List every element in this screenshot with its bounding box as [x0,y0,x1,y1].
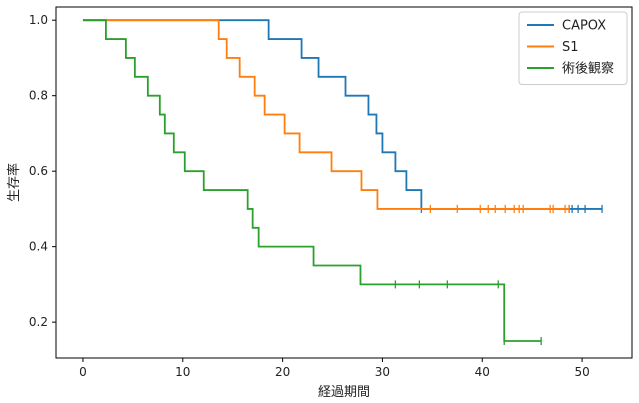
legend-label: CAPOX [562,19,606,34]
survival-curve-line [82,19,603,210]
y-tick-label: 0.6 [29,164,48,178]
x-tick-label: 10 [175,365,190,379]
legend-label: 術後観察 [562,62,614,77]
legend-label: S1 [562,40,579,55]
y-tick-label: 0.2 [29,315,48,329]
legend-box [518,11,628,85]
survival-curve-line [82,19,542,342]
axis-layer: 0 10 20 30 40 50 0.2 0.4 0.6 0.8 1.0 [29,13,590,379]
x-axis-label: 経過期間 [318,385,370,400]
x-tick-label: 0 [79,365,87,379]
y-tick-label: 0.4 [29,240,48,254]
x-tick-label: 50 [574,365,589,379]
x-tick-label: 40 [475,365,490,379]
plot-layer [82,19,603,346]
y-tick-label: 1.0 [29,13,48,27]
series-3 [82,19,542,346]
plot-frame [55,6,633,359]
legend: CAPOX S1 術後観察 [518,11,628,85]
y-axis-label: 生存率 [6,163,22,202]
survival-curve-line [82,19,570,210]
series-2 [82,19,570,213]
y-tick-label: 0.8 [29,89,48,103]
x-tick-label: 20 [275,365,290,379]
x-tick-label: 30 [375,365,390,379]
